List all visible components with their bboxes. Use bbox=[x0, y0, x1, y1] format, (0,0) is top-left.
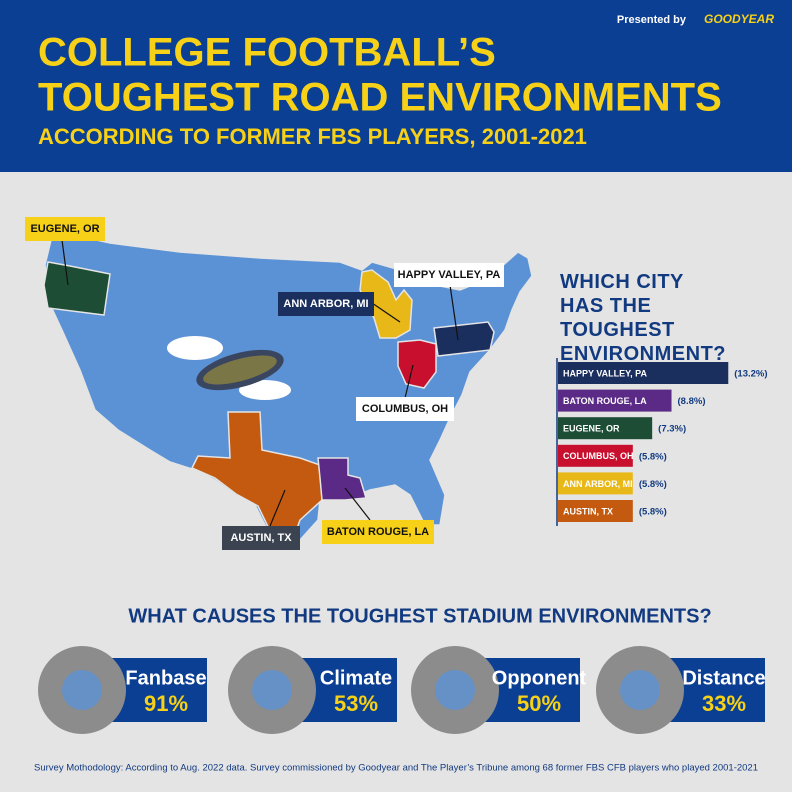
bar bbox=[558, 444, 633, 467]
cause-name: Distance bbox=[682, 667, 765, 689]
bar bbox=[558, 472, 633, 495]
cause-icon-inner bbox=[620, 670, 660, 710]
map-label: AUSTIN, TX bbox=[230, 532, 292, 544]
causes-title: WHAT CAUSES THE TOUGHEST STADIUM ENVIRON… bbox=[128, 605, 711, 627]
bar bbox=[558, 362, 729, 384]
title-line: COLLEGE FOOTBALL’S bbox=[38, 31, 496, 75]
cause-name: Fanbase bbox=[125, 667, 206, 689]
map-label: ANN ARBOR, MI bbox=[283, 298, 368, 310]
bar-category-label: BATON ROUGE, LA bbox=[563, 396, 647, 406]
value-label: (5.8%) bbox=[639, 479, 667, 490]
presented-by: Presented by bbox=[617, 14, 687, 26]
cause-name: Climate bbox=[320, 667, 392, 689]
bar-category-label: HAPPY VALLEY, PA bbox=[563, 368, 648, 378]
bar-category-label: COLUMBUS, OH bbox=[563, 451, 634, 461]
cause-value: 50% bbox=[517, 691, 561, 716]
footnote: Survey Mothodology: According to Aug. 20… bbox=[34, 763, 758, 774]
cause-icon-inner bbox=[62, 670, 102, 710]
chart-title: WHICH CITY HAS THE TOUGHEST ENVIRONMENT? bbox=[560, 271, 726, 365]
sponsor-logo: GOODYEAR bbox=[704, 12, 774, 26]
map-label: BATON ROUGE, LA bbox=[327, 526, 429, 538]
cause-icon-inner bbox=[252, 670, 292, 710]
value-label: (5.8%) bbox=[639, 451, 667, 462]
cause-value: 91% bbox=[144, 691, 188, 716]
cause-value: 53% bbox=[334, 691, 378, 716]
title-line: TOUGHEST ROAD ENVIRONMENTS bbox=[38, 76, 722, 120]
us-map bbox=[43, 231, 533, 550]
bar-category-label: AUSTIN, TX bbox=[563, 506, 613, 516]
subtitle: ACCORDING TO FORMER FBS PLAYERS, 2001-20… bbox=[38, 124, 587, 149]
value-label: (7.3%) bbox=[658, 424, 686, 435]
header-band bbox=[0, 0, 792, 172]
cause-value: 33% bbox=[702, 691, 746, 716]
value-label: (13.2%) bbox=[734, 369, 767, 380]
bar-category-label: EUGENE, OR bbox=[563, 424, 620, 434]
map-label: HAPPY VALLEY, PA bbox=[398, 269, 501, 281]
map-callouts bbox=[61, 239, 459, 527]
bar bbox=[558, 389, 672, 412]
bar bbox=[558, 417, 653, 440]
cause-icon-inner bbox=[435, 670, 475, 710]
map-label: EUGENE, OR bbox=[30, 223, 99, 235]
map-label: COLUMBUS, OH bbox=[362, 403, 448, 415]
bar-category-label: ANN ARBOR, MI bbox=[563, 479, 633, 489]
value-label: (5.8%) bbox=[639, 507, 667, 518]
cause-name: Opponent bbox=[492, 667, 587, 689]
bar bbox=[558, 500, 633, 522]
value-label: (8.8%) bbox=[678, 396, 706, 407]
